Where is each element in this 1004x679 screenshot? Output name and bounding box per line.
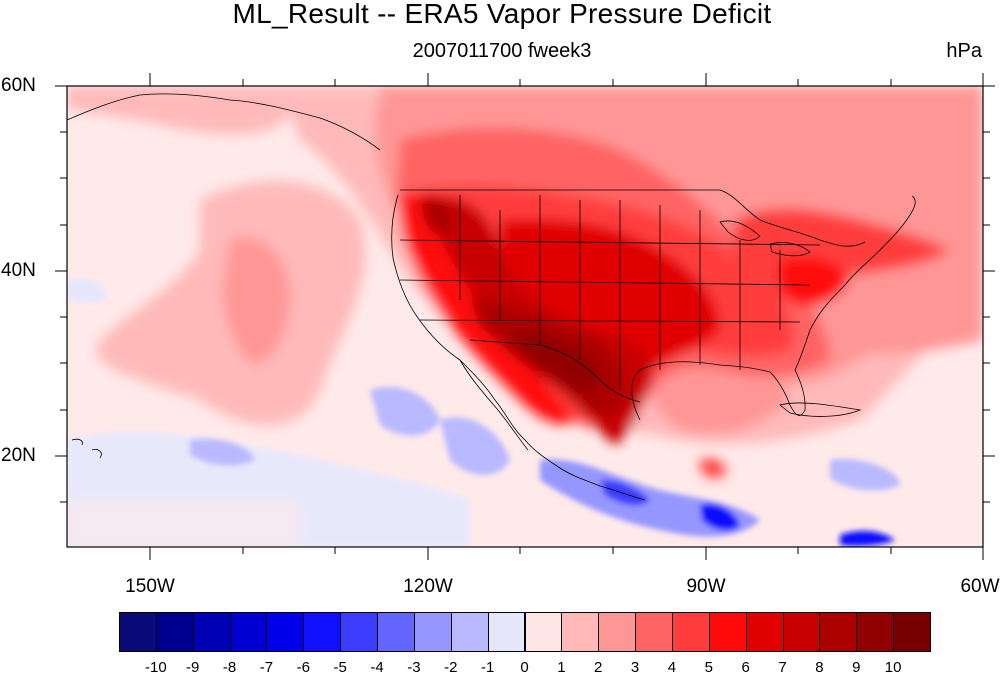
positive-anomaly-regions (67, 86, 983, 547)
colorbar-swatch (229, 612, 268, 652)
coastlines (67, 93, 916, 501)
cuba (779, 402, 862, 417)
axis-ticks (55, 73, 995, 560)
colorbar-swatch (782, 612, 821, 652)
baja-california (459, 359, 529, 451)
colorbar-swatch (155, 612, 194, 652)
state-lines-2 (399, 239, 821, 323)
us-mexico-border (469, 339, 641, 403)
colorbar-swatch (377, 612, 415, 652)
colorbar-swatch (893, 612, 931, 652)
colorbar-swatch (192, 612, 231, 652)
units-label: hPa (946, 40, 982, 62)
colorbar-label: 8 (815, 659, 824, 676)
colorbar-swatch (708, 612, 747, 652)
lat-label-20n: 20N (1, 445, 36, 466)
colorbar-swatch (450, 612, 489, 652)
colorbar-label: 10 (884, 659, 902, 676)
colorbar-swatch (635, 612, 673, 652)
colorbar-swatch (303, 612, 342, 652)
colorbar-label: 0 (520, 659, 529, 676)
colorbar-label: -9 (186, 659, 200, 676)
hawaii (71, 438, 102, 459)
colorbar-label: -10 (145, 659, 167, 676)
colorbar-swatch (745, 612, 784, 652)
colorbar-label: 2 (594, 659, 603, 676)
colorbar-label: -5 (333, 659, 347, 676)
state-lines-1 (459, 195, 781, 390)
colorbar-swatch (598, 612, 637, 652)
west-coast (391, 194, 646, 501)
colorbar-label: -2 (444, 659, 458, 676)
colorbar-label: 1 (557, 659, 566, 676)
colorbar-swatch (856, 612, 895, 652)
lon-label-120w: 120W (403, 576, 453, 597)
colorbar-swatch (487, 612, 526, 652)
gulf-coast (631, 329, 811, 421)
lon-label-60w: 60W (960, 576, 1000, 597)
colorbar-label: -3 (407, 659, 421, 676)
figure-subtitle: 2007011700 fweek3 (412, 40, 592, 62)
colorbar-swatch (119, 612, 157, 652)
colorbar-label: 6 (741, 659, 750, 676)
lat-label-60n: 60N (1, 75, 36, 96)
colorbar-label: 9 (852, 659, 861, 676)
colorbar-swatch (413, 612, 452, 652)
vpd-field (67, 86, 983, 547)
colorbar-label: -8 (222, 659, 237, 676)
canada-coast (67, 93, 381, 151)
lon-label-90w: 90W (686, 576, 726, 597)
colorbar-label: 7 (778, 659, 787, 676)
great-lakes (719, 220, 811, 257)
colorbar-swatch (340, 612, 379, 652)
colorbar-swatch (561, 612, 600, 652)
colorbar-label: 5 (704, 659, 713, 676)
colorbar-swatch (266, 612, 305, 652)
colorbar-swatch (524, 612, 563, 652)
colorbar-swatch (819, 612, 858, 652)
colorbar-label: -1 (480, 659, 495, 676)
colorbar-swatch (671, 612, 710, 652)
colorbar-label: -6 (296, 659, 310, 676)
colorbar-label: 3 (630, 659, 640, 676)
east-coast (809, 195, 916, 331)
colorbar-label: 4 (667, 659, 677, 676)
colorbar-label: -7 (259, 659, 274, 676)
us-canada-border (400, 189, 866, 247)
colorbar-label: -4 (370, 659, 384, 676)
lon-label-150w: 150W (125, 576, 175, 597)
lat-label-40n: 40N (1, 260, 36, 281)
figure-title: ML_Result -- ERA5 Vapor Pressure Deficit (232, 0, 772, 29)
